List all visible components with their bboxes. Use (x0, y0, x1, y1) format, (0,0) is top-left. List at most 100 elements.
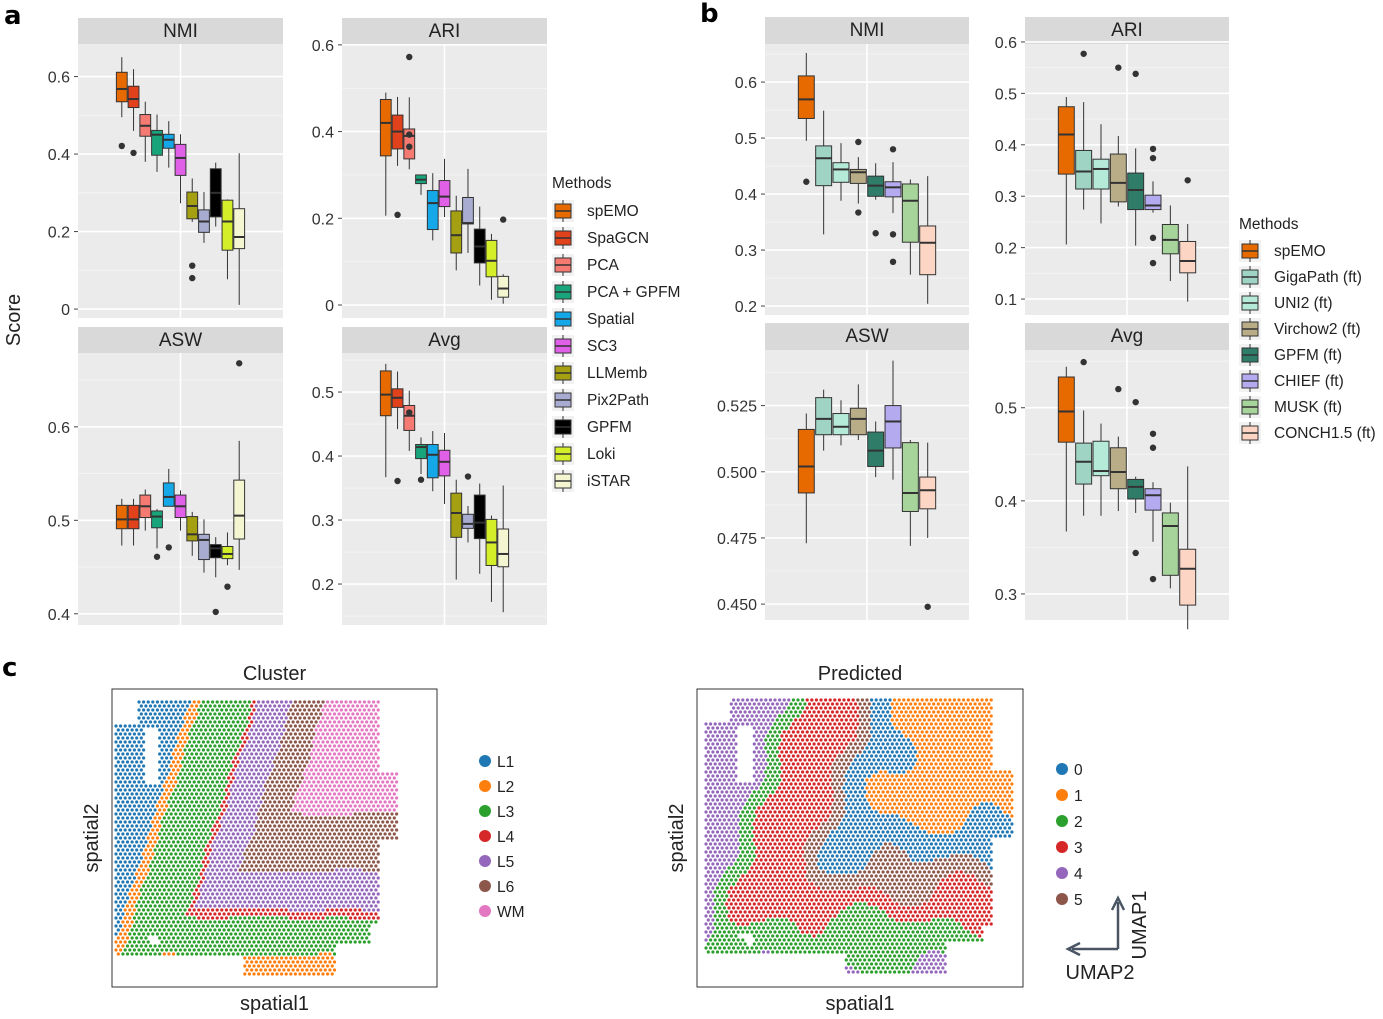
spot (342, 712, 346, 716)
spot (130, 952, 134, 956)
spot (298, 796, 302, 800)
spot (282, 896, 286, 900)
spot (245, 832, 249, 836)
spot (713, 722, 717, 726)
spot (194, 920, 199, 924)
spot (254, 968, 258, 972)
spot (826, 718, 830, 722)
spot (261, 812, 265, 816)
outlier-point (1115, 385, 1122, 393)
spot (392, 808, 396, 812)
spot (176, 752, 180, 756)
spot (314, 920, 318, 924)
spot (270, 804, 274, 808)
spot (321, 876, 325, 880)
spot (349, 748, 353, 752)
spot (351, 896, 355, 900)
spot (199, 792, 203, 796)
spot (342, 768, 346, 772)
spot (142, 796, 146, 800)
spot (321, 764, 325, 768)
spot (197, 772, 201, 776)
spot (840, 718, 844, 722)
spot (339, 724, 343, 728)
box-pca-gpfm (151, 114, 163, 172)
spot (941, 734, 945, 738)
spot (342, 896, 346, 900)
spot (755, 730, 759, 734)
spot (263, 736, 268, 740)
spot (349, 716, 353, 720)
spot (227, 704, 231, 708)
spot (273, 768, 277, 772)
x-axis-label: spatial1 (826, 993, 895, 1015)
spot (372, 844, 376, 848)
spot (162, 904, 166, 908)
spot (185, 824, 189, 828)
spot (240, 920, 245, 924)
spot (160, 772, 164, 776)
spot (116, 864, 120, 868)
spot (312, 828, 316, 832)
spot (300, 872, 304, 876)
spot (978, 734, 982, 738)
spot (346, 776, 350, 780)
spot (314, 720, 318, 724)
spot (966, 698, 970, 702)
spot (270, 828, 274, 832)
box-pca (139, 101, 152, 162)
spot (197, 892, 201, 896)
spot (275, 916, 279, 920)
spot (128, 756, 132, 760)
spot (328, 744, 332, 748)
spot (351, 720, 355, 724)
spot (300, 712, 304, 716)
spot (365, 728, 369, 732)
spot (362, 700, 366, 704)
box-gigapath-ft- (1075, 358, 1093, 516)
spot (188, 900, 192, 904)
spot (254, 936, 258, 940)
spot (204, 928, 208, 932)
spot (372, 764, 376, 768)
spot (945, 734, 950, 738)
spot (286, 880, 291, 884)
spot (174, 708, 178, 712)
spot (383, 792, 387, 796)
spot (323, 928, 327, 932)
legend-label: PCA + GPFM (587, 284, 680, 301)
spot (165, 812, 169, 816)
spot (975, 698, 980, 702)
spot (319, 704, 323, 708)
spot (128, 948, 132, 952)
spot (761, 718, 766, 722)
spot (323, 960, 327, 964)
spot (358, 756, 362, 760)
spot (217, 896, 222, 900)
spot (344, 844, 348, 848)
box-iqr (151, 129, 163, 156)
spot (870, 706, 874, 710)
spot (273, 792, 277, 796)
spot (282, 768, 286, 772)
spot (346, 848, 350, 852)
spot (909, 702, 913, 706)
spot (863, 726, 867, 730)
legend-label: PCA (587, 257, 620, 274)
spot (927, 734, 931, 738)
legend-label: GPFM (ft) (1274, 347, 1342, 364)
spot (130, 832, 134, 836)
spot (280, 828, 284, 832)
spot (215, 884, 219, 888)
spot (183, 756, 187, 760)
spot (224, 852, 228, 856)
spot (395, 780, 399, 784)
spot (190, 744, 194, 748)
spot (374, 896, 378, 900)
spot (337, 736, 341, 740)
spot (745, 722, 750, 726)
spot (771, 726, 775, 730)
spot (215, 860, 219, 864)
y-tick-label: 0.2 (735, 299, 757, 316)
spot (980, 698, 984, 702)
